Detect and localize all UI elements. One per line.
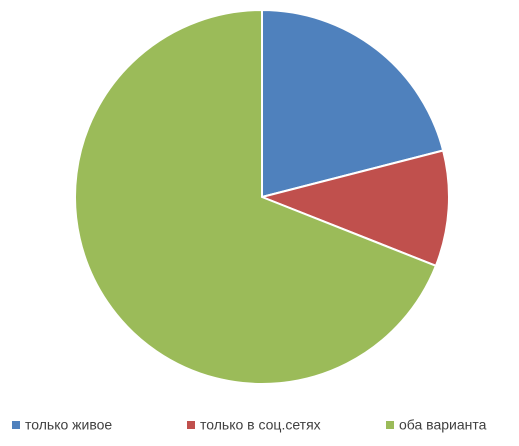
legend-label: оба варианта (399, 417, 487, 433)
pie-slice (74, 8, 438, 385)
pie-slice (261, 8, 445, 199)
legend-swatch (187, 421, 195, 429)
legend-label: только в соц.сетях (200, 417, 321, 433)
legend-swatch (386, 421, 394, 429)
pie-slice (258, 149, 450, 268)
legend-swatch (12, 421, 20, 429)
legend-label: только живое (25, 417, 112, 433)
